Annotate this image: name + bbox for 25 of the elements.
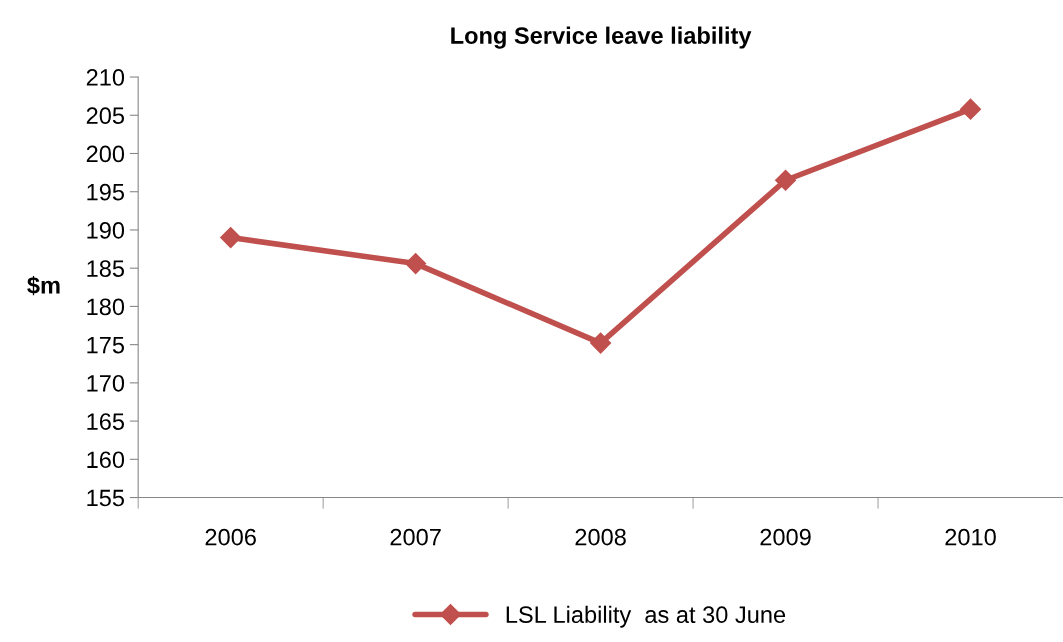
y-tick-label: 195 xyxy=(87,183,125,201)
x-tick-label: 2006 xyxy=(205,528,256,546)
y-tick-label: 185 xyxy=(87,260,125,277)
y-tick-label: 160 xyxy=(87,451,125,469)
point xyxy=(405,253,427,275)
y-tick-label: 175 xyxy=(87,336,125,354)
y-axis-title: $m xyxy=(27,275,60,296)
x-tick-label: 2009 xyxy=(760,528,811,546)
x-tick-label: 2008 xyxy=(575,528,626,546)
x-tick-label: 2007 xyxy=(390,528,441,546)
y-tick-label: 170 xyxy=(87,374,125,392)
x-tick-label: 2010 xyxy=(945,528,996,546)
chart-title: Long Service leave liability xyxy=(451,26,752,49)
legend-label: LSL Liability as at 30 June xyxy=(506,605,786,628)
point xyxy=(960,98,982,120)
y-tick-label: 155 xyxy=(87,489,125,507)
y-tick-label: 190 xyxy=(87,222,125,239)
point xyxy=(590,332,612,354)
y-tick-label: 210 xyxy=(86,69,125,86)
y-tick-label: 180 xyxy=(87,298,125,316)
y-tick-label: 165 xyxy=(87,413,125,430)
point xyxy=(775,169,797,191)
point xyxy=(220,227,242,249)
y-tick-label: 200 xyxy=(86,145,125,163)
y-tick-label: 205 xyxy=(86,107,125,125)
